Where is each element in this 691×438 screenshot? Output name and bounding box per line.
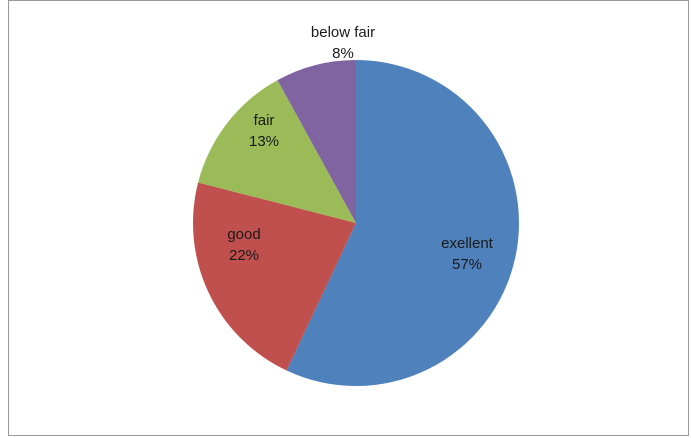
pie-label-name-below-fair: below fair xyxy=(311,24,375,41)
pie-slice-fair xyxy=(198,80,356,223)
pie-label-name-exellent: exellent xyxy=(441,235,494,252)
pie-slice-exellent xyxy=(286,60,519,386)
pie-chart: exellent 57% good 22% fair 13% below fair 8% xyxy=(192,24,519,386)
pie-label-value-fair: 13% xyxy=(249,133,279,150)
pie-label-fair: fair 13% xyxy=(249,112,279,150)
chart-area: exellent 57% good 22% fair 13% below fair 8% xyxy=(8,0,689,436)
pie-label-value-exellent: 57% xyxy=(452,256,482,273)
pie-label-exellent: exellent 57% xyxy=(441,235,494,273)
pie-label-value-below-fair: 8% xyxy=(332,45,354,62)
pie-label-name-fair: fair xyxy=(254,112,275,129)
pie-slice-below-fair xyxy=(277,60,356,223)
pie-label-below-fair: below fair 8% xyxy=(311,24,375,62)
pie-label-value-good: 22% xyxy=(229,247,259,264)
pie-label-good: good 22% xyxy=(227,226,260,264)
pie-slice-good xyxy=(192,182,356,371)
pie-label-name-good: good xyxy=(227,226,260,243)
